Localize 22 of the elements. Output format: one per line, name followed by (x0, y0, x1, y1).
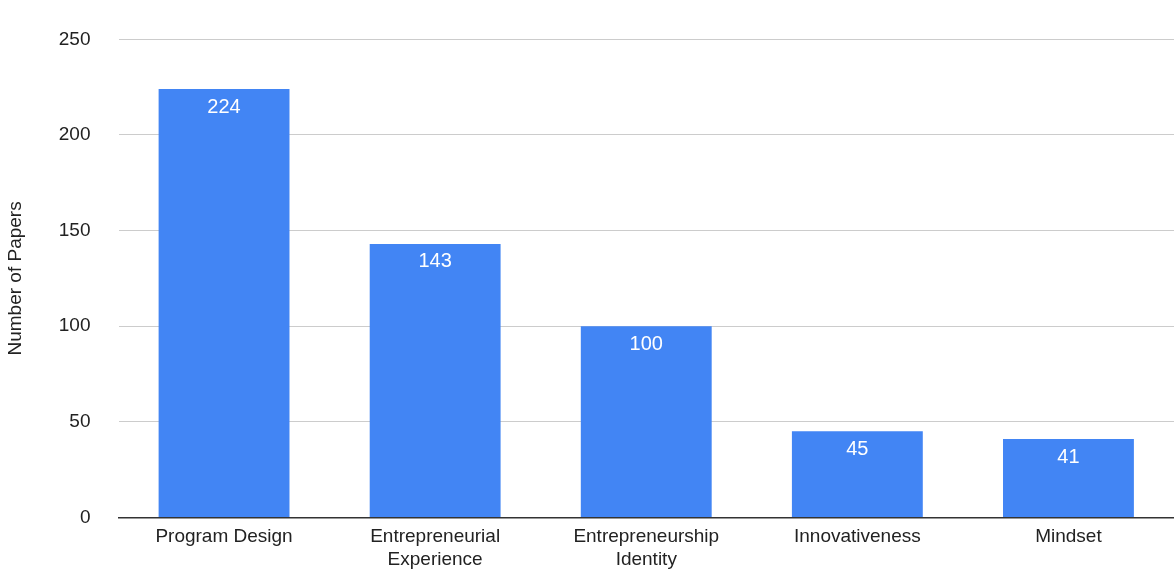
x-tick-label: Mindset (1035, 525, 1103, 547)
y-tick-label: 0 (79, 505, 91, 527)
bar (791, 431, 923, 517)
data-label: 224 (207, 94, 241, 117)
y-tick-label: 100 (58, 314, 91, 336)
y-axis-title: Number of Papers (3, 201, 25, 356)
y-tick-label: 250 (58, 27, 91, 49)
data-label: 143 (418, 249, 452, 272)
x-tick-label: Entrepreneurial Experience (370, 525, 501, 569)
x-tick-label: Innovativeness (793, 525, 921, 547)
bar (369, 243, 501, 517)
data-label: 45 (846, 436, 869, 459)
x-tick-label: Program Design (155, 525, 293, 547)
data-label: 41 (1057, 444, 1080, 467)
bar (1003, 439, 1134, 517)
x-tick-label: Entrepreneurship Identity (573, 525, 720, 569)
y-tick-label: 150 (58, 218, 91, 240)
bar (158, 89, 290, 517)
data-label: 100 (629, 331, 663, 354)
y-tick-label: 50 (69, 410, 91, 432)
bar (580, 326, 712, 517)
y-tick-label: 200 (58, 123, 91, 145)
